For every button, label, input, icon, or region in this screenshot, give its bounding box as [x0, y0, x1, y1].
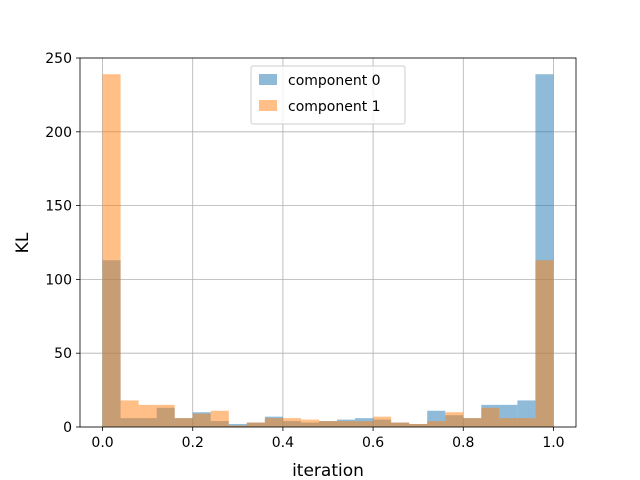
- legend: component 0 component 1: [250, 65, 406, 125]
- legend-label-component-1: component 1: [288, 99, 381, 115]
- histogram-bar-component-1: [300, 419, 319, 427]
- histogram-bar-component-1: [102, 74, 121, 428]
- histogram-bar-component-1: [210, 410, 229, 427]
- y-tick-label: 100: [45, 272, 72, 288]
- x-axis-label: iteration: [292, 461, 364, 480]
- y-tick-label: 250: [45, 51, 72, 67]
- histogram-bar-component-1: [156, 404, 175, 427]
- histogram-bar-component-1: [228, 425, 247, 427]
- histogram-bar-component-1: [318, 421, 338, 427]
- plot-frame: [79, 57, 577, 428]
- legend-swatch-component-0: [259, 74, 277, 85]
- histogram-bar-component-1: [337, 421, 356, 427]
- histogram-bar-component-1: [445, 412, 464, 427]
- y-tick-label: 0: [63, 420, 72, 436]
- histogram-bar-component-1: [120, 400, 139, 427]
- histogram-bar-component-1: [246, 422, 265, 427]
- histogram-bar-component-1: [192, 413, 211, 427]
- x-tick-label: 1.0: [542, 435, 564, 451]
- histogram-bar-component-1: [463, 418, 482, 427]
- y-axis-ticks: 0 50 100 150 200 250: [45, 51, 80, 436]
- histogram-bar-component-1: [174, 418, 193, 427]
- histogram-bar-component-1: [535, 260, 554, 427]
- histogram-bar-component-1: [355, 421, 374, 427]
- x-tick-label: 0.6: [362, 435, 384, 451]
- y-tick-label: 150: [45, 199, 72, 215]
- x-axis-ticks: 0.0 0.2 0.4 0.6 0.8 1.0: [91, 427, 565, 451]
- histogram-bar-component-1: [517, 418, 536, 427]
- y-tick-label: 50: [54, 346, 72, 362]
- histogram-bar-component-1: [282, 418, 301, 427]
- histogram-bars: [102, 74, 554, 428]
- histogram-bar-component-1: [391, 422, 410, 427]
- histogram-bar-component-1: [138, 404, 157, 427]
- histogram-bar-component-1: [481, 407, 500, 427]
- y-axis-label: KL: [13, 232, 33, 253]
- x-tick-label: 0.2: [182, 435, 204, 451]
- legend-label-component-0: component 0: [288, 73, 381, 89]
- histogram-bar-component-1: [373, 416, 392, 427]
- x-tick-label: 0.4: [272, 435, 294, 451]
- legend-swatch-component-1: [259, 100, 277, 111]
- x-tick-label: 0.8: [452, 435, 474, 451]
- y-tick-label: 200: [45, 125, 72, 141]
- histogram-bar-component-1: [499, 418, 518, 427]
- histogram-bar-component-1: [427, 421, 446, 427]
- histogram-bar-component-1: [409, 424, 428, 427]
- legend-frame: [250, 65, 406, 125]
- x-tick-label: 0.0: [91, 435, 113, 451]
- histogram-bar-component-1: [264, 418, 283, 427]
